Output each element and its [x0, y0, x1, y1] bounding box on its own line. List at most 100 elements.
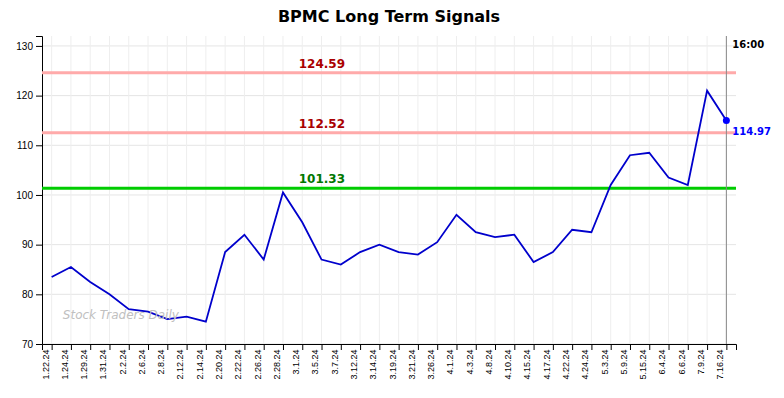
tick-label: 5.3.24 — [600, 349, 610, 374]
tick-label: 4.8.24 — [484, 349, 494, 374]
tick-mark — [456, 344, 457, 350]
tick: 3.14.24 — [368, 344, 380, 379]
tick-label: 120 — [16, 90, 33, 101]
tick-mark — [495, 344, 496, 350]
tick-label: 110 — [17, 140, 33, 151]
tick: 120 — [16, 90, 42, 101]
tick-mark — [399, 344, 400, 350]
tick-mark — [553, 344, 554, 350]
tick-mark — [109, 344, 110, 350]
tick: 4.8.24 — [484, 344, 496, 374]
tick-mark — [688, 344, 689, 350]
tick-mark — [36, 96, 42, 97]
tick-label: 80 — [22, 289, 34, 300]
tick-label: 2.6.24 — [137, 349, 147, 374]
grid-line — [707, 36, 708, 344]
tick: 90 — [22, 239, 42, 250]
grid-line — [417, 36, 418, 344]
last-price-label: 114.97 — [732, 126, 771, 137]
tick: 4.3.24 — [465, 344, 477, 374]
tick-mark — [148, 344, 149, 350]
grid-line — [572, 36, 573, 344]
tick-mark — [591, 344, 592, 350]
tick-label: 2.12.24 — [175, 349, 185, 379]
tick: 3.19.24 — [388, 344, 400, 379]
tick-label: 2.22.24 — [233, 349, 243, 379]
tick-mark — [726, 344, 727, 350]
tick-mark — [129, 344, 130, 350]
tick-label: 3.12.24 — [349, 349, 359, 379]
tick-mark — [649, 344, 650, 350]
tick: 3.12.24 — [349, 344, 361, 379]
tick-label: 2.2.24 — [118, 349, 128, 374]
tick-label: 3.7.24 — [330, 349, 340, 374]
axis-line — [36, 37, 43, 345]
grid-line — [610, 36, 611, 344]
tick-mark — [534, 344, 535, 350]
tick: 1.22.24 — [41, 344, 53, 379]
grid-line — [109, 36, 110, 344]
tick-mark — [187, 344, 188, 350]
tick: 2.12.24 — [175, 344, 187, 379]
chart: 7080901001101201301.22.241.24.241.29.241… — [0, 0, 784, 398]
tick-label: 1.22.24 — [41, 349, 51, 379]
reference-line — [42, 131, 736, 134]
tick-label: 70 — [22, 339, 34, 350]
tick-label: 7.9.24 — [696, 349, 706, 374]
tick: 4.10.24 — [503, 344, 515, 379]
grid-line — [225, 36, 226, 344]
tick: 3.7.24 — [330, 344, 342, 374]
grid-line — [649, 36, 650, 344]
grid-line — [90, 36, 91, 344]
tick-mark — [707, 344, 708, 350]
tick: 2.26.24 — [253, 344, 265, 379]
y-axis: 708090100110120130 — [16, 37, 42, 350]
grid — [42, 36, 736, 344]
grid-line — [42, 294, 736, 295]
x-axis: 1.22.24 1.24.24 1.29.24 1.31.24 2.2.24 2.6.24… — [41, 344, 737, 379]
tick-label: 1.24.24 — [60, 349, 70, 379]
tick-label: 5.15.24 — [638, 349, 648, 379]
tick-mark — [283, 344, 284, 350]
tick: 4.24.24 — [580, 344, 592, 379]
tick: 2.22.24 — [233, 344, 245, 379]
tick-mark — [225, 344, 226, 350]
last-price-dot — [723, 117, 730, 124]
grid-line — [167, 36, 168, 344]
grid-line — [42, 95, 736, 96]
tick: 2.14.24 — [195, 344, 207, 379]
grid-line — [302, 36, 303, 344]
tick-mark — [418, 344, 419, 350]
tick-mark — [379, 344, 380, 350]
grid-line — [726, 36, 727, 344]
grid-line — [42, 45, 736, 46]
reference-line — [42, 187, 736, 190]
tick-mark — [360, 344, 361, 350]
grid-line — [687, 36, 688, 344]
tick-label: 3.5.24 — [310, 349, 320, 374]
tick-label: 4.22.24 — [561, 349, 571, 379]
tick: 70 — [22, 339, 42, 350]
tick: 1.31.24 — [98, 344, 110, 379]
reference-label: 112.52 — [299, 117, 345, 131]
tick-label: 1.29.24 — [79, 349, 89, 379]
tick-mark — [630, 344, 631, 350]
tick: 5.9.24 — [619, 344, 631, 374]
grid-line — [70, 36, 71, 344]
tick-mark — [669, 344, 670, 350]
axis-line — [43, 345, 737, 351]
tick-mark — [264, 344, 265, 350]
tick-mark — [514, 344, 515, 350]
tick: 1.24.24 — [60, 344, 72, 379]
tick: 2.2.24 — [118, 344, 130, 374]
tick-label: 90 — [22, 239, 34, 250]
tick: 4.17.24 — [542, 344, 554, 379]
tick-label: 4.15.24 — [522, 349, 532, 379]
tick: 2.8.24 — [156, 344, 168, 374]
price-line — [52, 91, 727, 322]
grid-line — [514, 36, 515, 344]
grid-line — [533, 36, 534, 344]
tick-mark — [52, 344, 53, 350]
grid-line — [340, 36, 341, 344]
tick: 6.4.24 — [657, 344, 669, 374]
